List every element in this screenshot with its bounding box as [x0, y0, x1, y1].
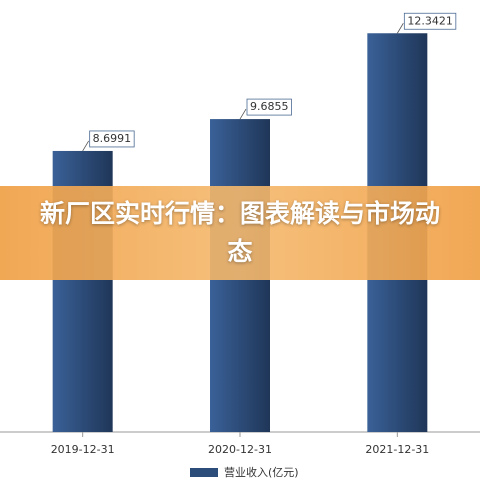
x-tick-label: 2019-12-31 [51, 443, 115, 456]
legend-swatch [190, 468, 218, 477]
x-tick-label: 2021-12-31 [365, 443, 429, 456]
value-label-box [246, 98, 292, 116]
value-label-box [403, 12, 457, 30]
x-tick-label: 2020-12-31 [208, 443, 272, 456]
label-leader [82, 140, 90, 152]
label-leader [396, 23, 404, 34]
label-leader [239, 108, 247, 120]
value-label: 8.6991 [93, 132, 131, 145]
banner: 新厂区实时行情：图表解读与市场动态 [0, 186, 480, 280]
value-label: 9.6855 [250, 100, 289, 113]
legend-label: 营业收入(亿元) [224, 465, 299, 479]
value-label-box [89, 130, 135, 148]
banner-title: 新厂区实时行情：图表解读与市场动态 [40, 199, 441, 266]
value-label: 12.3421 [407, 14, 453, 27]
